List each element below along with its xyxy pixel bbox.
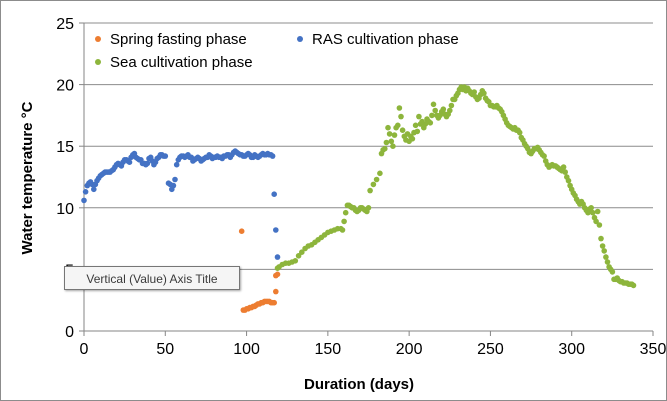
point-spring-21 bbox=[273, 288, 279, 295]
point-ras-0 bbox=[81, 197, 87, 204]
point-sea-23 bbox=[342, 209, 349, 216]
point-sea-41 bbox=[377, 170, 383, 177]
point-sea-197 bbox=[630, 282, 637, 289]
x-axis-title[interactable]: Duration (days) bbox=[304, 376, 414, 393]
point-sea-85 bbox=[448, 102, 455, 109]
point-sea-179 bbox=[601, 248, 607, 254]
point-sea-40 bbox=[373, 176, 380, 183]
y-tick-label-20: 20 bbox=[56, 78, 74, 95]
point-sea-50 bbox=[391, 132, 398, 138]
point-ras-6 bbox=[91, 186, 97, 193]
point-sea-178 bbox=[599, 243, 606, 249]
point-spring-0 bbox=[238, 228, 245, 234]
y-tick-label-0: 0 bbox=[65, 324, 74, 341]
legend-label-sea[interactable]: Sea cultivation phase bbox=[110, 54, 253, 71]
point-ras-56 bbox=[173, 161, 180, 168]
legend-marker-ras bbox=[297, 36, 303, 42]
legend[interactable]: Spring fasting phase RAS cultivation pha… bbox=[95, 31, 459, 71]
point-sea-172 bbox=[590, 209, 596, 216]
point-ras-1 bbox=[82, 189, 89, 195]
point-sea-7 bbox=[295, 253, 302, 259]
x-tick-label-200: 200 bbox=[396, 341, 423, 358]
point-sea-127 bbox=[516, 129, 523, 136]
point-sea-75 bbox=[432, 107, 439, 114]
y-tick-label-15: 15 bbox=[56, 139, 74, 156]
point-ras-55 bbox=[172, 176, 178, 183]
point-ras-118 bbox=[274, 254, 281, 260]
point-sea-65 bbox=[416, 113, 422, 120]
point-sea-45 bbox=[383, 139, 390, 146]
point-spring-20 bbox=[271, 299, 278, 306]
y-tick-label-25: 25 bbox=[56, 16, 74, 33]
point-sea-105 bbox=[481, 90, 487, 96]
point-sea-177 bbox=[598, 235, 604, 242]
point-sea-80 bbox=[440, 106, 447, 112]
point-sea-99 bbox=[471, 89, 478, 95]
legend-marker-sea bbox=[95, 59, 101, 65]
x-axis-ticks: 0 50 100 150 200 250 300 350 bbox=[80, 331, 667, 358]
x-tick-label-50: 50 bbox=[156, 341, 174, 358]
point-sea-142 bbox=[541, 153, 547, 159]
point-sea-84 bbox=[447, 107, 453, 114]
x-tick-label-300: 300 bbox=[558, 341, 585, 358]
point-sea-171 bbox=[588, 205, 594, 211]
point-sea-64 bbox=[414, 128, 421, 135]
point-sea-38 bbox=[367, 187, 373, 194]
point-sea-174 bbox=[593, 218, 599, 225]
data-points bbox=[81, 84, 637, 313]
point-sea-49 bbox=[390, 143, 396, 149]
y-axis-ticks: 0510152025 bbox=[56, 16, 84, 341]
point-sea-61 bbox=[409, 136, 416, 142]
point-sea-154 bbox=[560, 164, 567, 170]
point-sea-180 bbox=[603, 254, 609, 260]
axis-title-tooltip: Vertical (Value) Axis Title bbox=[64, 266, 240, 290]
point-sea-184 bbox=[609, 269, 616, 275]
x-tick-label-150: 150 bbox=[315, 341, 342, 358]
point-sea-37 bbox=[365, 205, 372, 211]
point-ras-39 bbox=[144, 160, 151, 167]
point-ras-28 bbox=[126, 159, 133, 165]
point-sea-55 bbox=[399, 127, 406, 133]
legend-marker-spring bbox=[95, 36, 101, 42]
point-sea-54 bbox=[398, 113, 404, 120]
point-sea-22 bbox=[341, 218, 347, 225]
point-sea-155 bbox=[562, 169, 568, 175]
point-sea-72 bbox=[427, 120, 434, 126]
point-ras-117 bbox=[273, 227, 279, 233]
point-sea-46 bbox=[385, 124, 391, 131]
x-tick-label-250: 250 bbox=[477, 341, 504, 358]
point-ras-116 bbox=[271, 191, 278, 197]
point-sea-52 bbox=[395, 122, 401, 129]
point-sea-53 bbox=[396, 105, 403, 111]
point-ras-54 bbox=[170, 182, 177, 189]
x-tick-label-100: 100 bbox=[233, 341, 260, 358]
x-tick-label-350: 350 bbox=[640, 341, 667, 358]
y-axis-title[interactable]: Water temperature °C bbox=[19, 101, 36, 254]
x-tick-label-0: 0 bbox=[80, 341, 89, 358]
point-sea-8 bbox=[299, 249, 305, 255]
point-spring-23 bbox=[274, 271, 281, 278]
point-sea-73 bbox=[429, 112, 435, 119]
point-sea-47 bbox=[386, 131, 393, 137]
point-sea-6 bbox=[292, 258, 299, 264]
point-sea-39 bbox=[370, 181, 377, 188]
point-sea-181 bbox=[604, 259, 611, 265]
point-sea-175 bbox=[594, 208, 601, 215]
point-ras-115 bbox=[269, 153, 276, 159]
point-sea-74 bbox=[430, 101, 437, 108]
point-ras-50 bbox=[162, 153, 169, 159]
y-tick-label-10: 10 bbox=[56, 201, 74, 218]
point-sea-157 bbox=[565, 177, 572, 184]
legend-label-ras[interactable]: RAS cultivation phase bbox=[312, 31, 459, 48]
point-sea-44 bbox=[382, 145, 388, 152]
point-sea-63 bbox=[412, 122, 419, 129]
legend-label-spring[interactable]: Spring fasting phase bbox=[110, 31, 247, 48]
point-sea-176 bbox=[596, 222, 603, 228]
point-sea-48 bbox=[388, 138, 395, 145]
point-sea-21 bbox=[339, 227, 346, 233]
